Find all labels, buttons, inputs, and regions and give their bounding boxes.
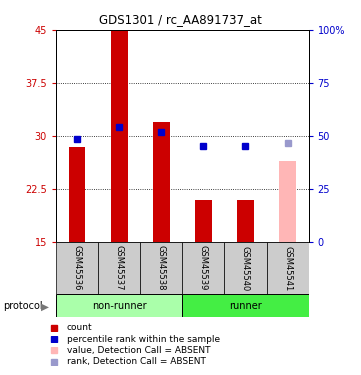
Text: value, Detection Call = ABSENT: value, Detection Call = ABSENT (67, 346, 210, 355)
Bar (266, 242, 309, 294)
Bar (195, 200, 212, 242)
Bar (111, 30, 127, 242)
Text: count: count (67, 323, 92, 332)
Text: GSM45538: GSM45538 (157, 245, 166, 291)
Bar (153, 122, 170, 242)
Text: GSM45537: GSM45537 (115, 245, 123, 291)
Text: non-runner: non-runner (92, 301, 147, 310)
Text: GDS1301 / rc_AA891737_at: GDS1301 / rc_AA891737_at (99, 13, 262, 26)
Text: runner: runner (229, 301, 262, 310)
Text: GSM45536: GSM45536 (73, 245, 82, 291)
Bar (56, 242, 98, 294)
Bar (182, 294, 309, 317)
Text: GSM45540: GSM45540 (241, 246, 250, 291)
Bar (69, 147, 86, 242)
Text: GSM45541: GSM45541 (283, 246, 292, 291)
Bar (237, 200, 254, 242)
Bar (279, 160, 296, 242)
Text: protocol: protocol (4, 302, 43, 311)
Text: percentile rank within the sample: percentile rank within the sample (67, 334, 220, 344)
Bar (98, 242, 140, 294)
Bar (140, 242, 182, 294)
Text: ▶: ▶ (41, 302, 49, 311)
Text: rank, Detection Call = ABSENT: rank, Detection Call = ABSENT (67, 357, 206, 366)
Text: GSM45539: GSM45539 (199, 246, 208, 291)
Bar (182, 242, 225, 294)
Bar (56, 294, 182, 317)
Bar (225, 242, 266, 294)
